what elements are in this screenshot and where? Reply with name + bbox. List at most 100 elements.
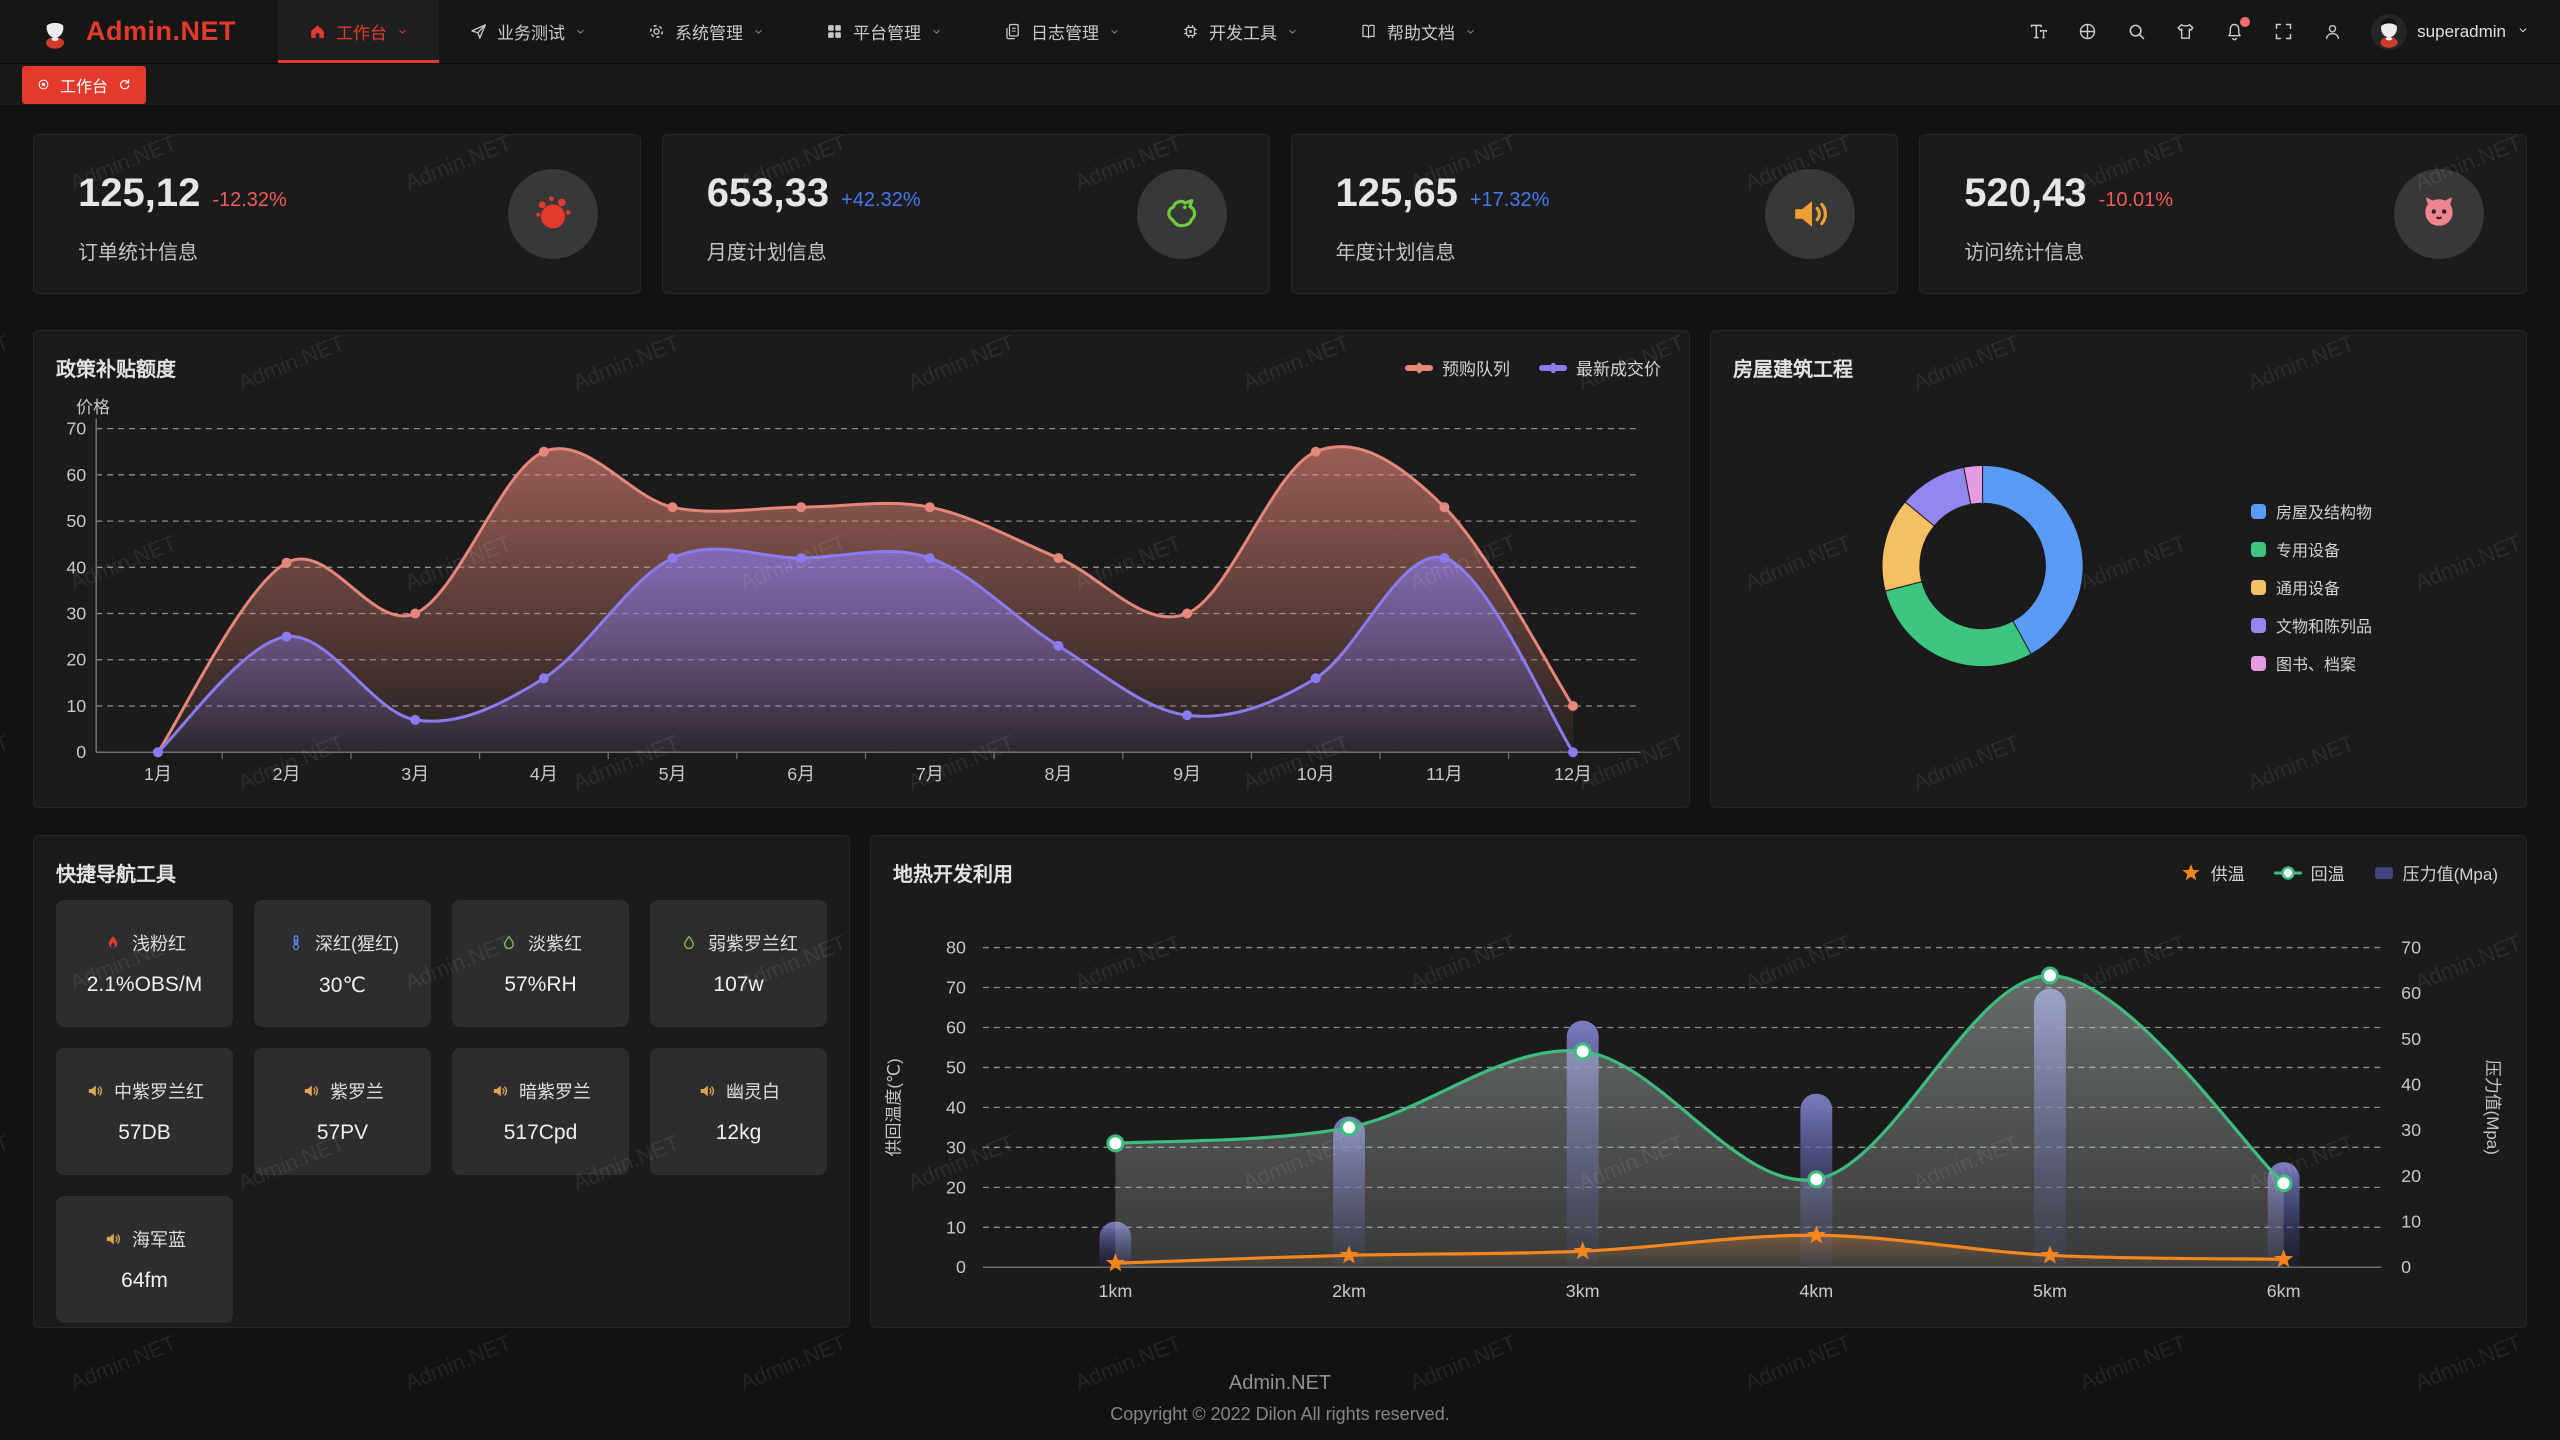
svg-text:10: 10 (66, 696, 86, 716)
stat-label: 访问统计信息 (1964, 242, 2085, 264)
svg-text:70: 70 (66, 419, 86, 439)
quicknav-tile[interactable]: 深红(猩红) 30℃ (254, 900, 431, 1027)
profile-icon (2322, 21, 2343, 42)
svg-text:50: 50 (66, 511, 86, 531)
nav-item-日志管理[interactable]: 日志管理 (973, 0, 1151, 63)
tile-label: 海军蓝 (132, 1230, 186, 1250)
radio-dot-icon (36, 77, 51, 92)
chevron-down-icon (752, 25, 765, 38)
octocat-icon (2415, 190, 2463, 238)
refresh-icon[interactable] (117, 77, 132, 92)
legend-item-预购队列[interactable]: 预购队列 (1404, 355, 1510, 380)
legend-swatch (2251, 579, 2266, 595)
tile-value: 517Cpd (503, 1121, 578, 1144)
search-button[interactable] (2126, 21, 2147, 42)
geothermal-chart-legend: 供温 回温 压力值(Mpa) (2179, 860, 2498, 885)
housing-chart-legend: 房屋及结构物 专用设备通用设备文物和陈列品图书、档案 (2251, 499, 2372, 675)
svg-text:6月: 6月 (787, 764, 815, 784)
legend-item-房屋及结构物[interactable]: 房屋及结构物 (2251, 499, 2372, 523)
legend-label: 文物和陈列品 (2276, 619, 2373, 636)
svg-text:7月: 7月 (916, 764, 944, 784)
legend-label: 预购队列 (1442, 360, 1510, 379)
theme-button[interactable] (2175, 21, 2196, 42)
nav-item-label: 工作台 (336, 24, 387, 43)
legend-item-文物和陈列品[interactable]: 文物和陈列品 (2251, 613, 2372, 637)
legend-swatch (2251, 617, 2266, 633)
notification-button[interactable] (2224, 17, 2251, 42)
quicknav-tile[interactable]: 中紫罗兰红 57DB (56, 1048, 233, 1175)
quicknav-tile[interactable]: 弱紫罗兰红 107w (650, 900, 827, 1027)
legend-item-专用设备[interactable]: 专用设备 (2251, 537, 2372, 561)
page-footer: Admin.NET Copyright © 2022 Dilon All rig… (0, 1372, 2560, 1425)
stat-card-3: 125,65 +17.32% 年度计划信息 (1290, 134, 1899, 294)
svg-text:5月: 5月 (659, 764, 687, 784)
geothermal-chart-canvas[interactable]: 0 10 20 30 40 50 60 70 80 0 10 20 30 40 50 60 70 1km 2km 3k… (871, 836, 2526, 1327)
svg-text:60: 60 (2401, 983, 2421, 1003)
svg-text:4月: 4月 (530, 764, 558, 784)
stat-icon-circle (507, 169, 598, 259)
nav-item-系统管理[interactable]: 系统管理 (617, 0, 795, 63)
main-nav: 工作台 业务测试 系统管理 平台管理 日志管理 开发工具 帮助文档 (278, 0, 1507, 63)
legend-item-回温[interactable]: 回温 (2273, 860, 2345, 885)
svg-text:10: 10 (946, 1217, 966, 1237)
quicknav-tile[interactable]: 紫罗兰 57PV (254, 1048, 431, 1175)
nav-item-label: 开发工具 (1209, 24, 1277, 43)
speaker-icon (103, 1229, 123, 1249)
policy-chart-canvas[interactable]: 0 10 20 30 40 50 60 70 1月 2月 3月 4月 5月 6月 7月 8月 9月 10月 11月 1… (34, 331, 1689, 807)
quicknav-tile[interactable]: 浅粉红 2.1%OBS/M (56, 900, 233, 1027)
tile-value: 30℃ (319, 973, 366, 997)
header-tools (2028, 0, 2371, 63)
tile-label: 中紫罗兰红 (114, 1082, 204, 1102)
font-size-button[interactable] (2028, 21, 2049, 42)
quicknav-tile[interactable]: 暗紫罗兰 517Cpd (452, 1048, 629, 1175)
legend-item-压力值(Mpa)[interactable]: 压力值(Mpa) (2373, 860, 2498, 885)
svg-text:4km: 4km (1799, 1281, 1833, 1301)
profile-button[interactable] (2322, 21, 2343, 42)
svg-text:80: 80 (946, 938, 966, 958)
geothermal-chart-panel: 地热开发利用 供温 回温 压力值(Mpa) 0 10 20 30 40 50 60 70 80 0 10… (870, 835, 2527, 1328)
brand-logo[interactable]: Admin.NET (0, 0, 278, 63)
stat-label: 年度计划信息 (1335, 242, 1456, 264)
chevron-down-icon (1286, 25, 1299, 38)
tile-label: 浅粉红 (132, 934, 186, 954)
svg-text:9月: 9月 (1173, 764, 1201, 784)
stat-icon-circle (2394, 169, 2484, 259)
nav-item-业务测试[interactable]: 业务测试 (439, 0, 617, 63)
svg-text:40: 40 (66, 557, 86, 577)
svg-text:压力值(Mpa): 压力值(Mpa) (2483, 1060, 2502, 1155)
user-menu[interactable]: superadmin (2371, 0, 2560, 63)
nav-item-label: 业务测试 (497, 24, 565, 43)
legend-item-图书、档案[interactable]: 图书、档案 (2251, 651, 2372, 675)
legend-item-通用设备[interactable]: 通用设备 (2251, 575, 2372, 599)
legend-item-供温[interactable]: 供温 (2179, 860, 2245, 885)
legend-item-最新成交价[interactable]: 最新成交价 (1538, 355, 1661, 380)
nav-item-工作台[interactable]: 工作台 (278, 0, 439, 63)
quicknav-tile[interactable]: 海军蓝 64fm (56, 1196, 233, 1323)
svg-text:0: 0 (76, 742, 86, 762)
svg-text:10: 10 (2401, 1212, 2421, 1232)
quicknav-tile[interactable]: 淡紫红 57%RH (452, 900, 629, 1027)
tile-label: 深红(猩红) (315, 933, 399, 954)
tile-value: 2.1%OBS/M (86, 973, 203, 996)
stat-card-1: 125,12 -12.32% 订单统计信息 (33, 134, 641, 294)
legend-label: 压力值(Mpa) (2402, 865, 2498, 884)
notification-icon (2224, 21, 2245, 42)
nav-item-开发工具[interactable]: 开发工具 (1151, 0, 1329, 63)
panel-title: 政策补贴额度 (56, 359, 176, 381)
stat-value: 520,43 (1964, 171, 2087, 215)
footer-copyright: Copyright © 2022 Dilon All rights reserv… (1110, 1404, 1450, 1424)
chevron-down-icon (1108, 25, 1121, 38)
svg-text:20: 20 (2401, 1166, 2421, 1186)
language-button[interactable] (2077, 21, 2098, 42)
nav-item-平台管理[interactable]: 平台管理 (795, 0, 973, 63)
fullscreen-button[interactable] (2273, 21, 2294, 42)
stat-value: 125,12 (78, 171, 201, 215)
stat-value: 125,65 (1335, 171, 1458, 215)
svg-text:50: 50 (946, 1057, 966, 1077)
housing-donut-canvas[interactable] (1711, 331, 2526, 807)
legend-swatch (2251, 655, 2266, 671)
tab-label: 工作台 (60, 78, 109, 96)
quicknav-tile[interactable]: 幽灵白 12kg (650, 1048, 827, 1175)
nav-item-帮助文档[interactable]: 帮助文档 (1329, 0, 1507, 63)
tab-workbench[interactable]: 工作台 (22, 65, 147, 104)
